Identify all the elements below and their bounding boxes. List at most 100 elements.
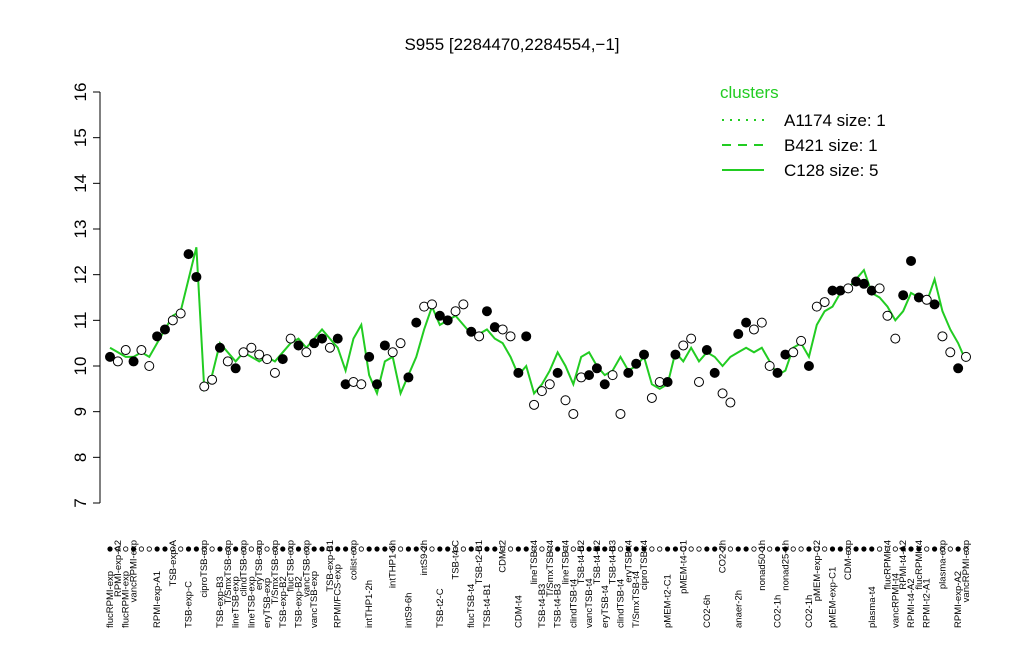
rug-point bbox=[460, 546, 466, 552]
data-point bbox=[411, 317, 422, 328]
data-point bbox=[607, 370, 618, 381]
data-point bbox=[670, 349, 681, 360]
rug-point bbox=[154, 546, 160, 552]
rug-point bbox=[240, 546, 247, 552]
data-point bbox=[262, 354, 273, 365]
data-point bbox=[293, 340, 304, 351]
rug-point bbox=[311, 546, 317, 552]
rug-point bbox=[358, 546, 364, 552]
x-tick-label: intTHP1-2h bbox=[364, 580, 375, 628]
x-tick-label: flucRPMI-t4 bbox=[914, 540, 925, 590]
x-tick-label: CDM-exp bbox=[843, 540, 854, 580]
rug-point bbox=[610, 546, 616, 552]
rug-point bbox=[429, 546, 435, 552]
rug-point bbox=[696, 546, 702, 552]
x-tick-label: TSB-t4-B3 bbox=[608, 540, 619, 584]
x-tick-label: vancRPMI-exp bbox=[961, 540, 972, 602]
data-point bbox=[819, 297, 830, 308]
x-tick-label: CO2-2h bbox=[718, 540, 729, 573]
data-point bbox=[246, 342, 257, 353]
data-point bbox=[843, 283, 854, 294]
data-point bbox=[882, 310, 893, 321]
rug-point bbox=[138, 546, 145, 552]
data-point bbox=[167, 315, 178, 326]
rug-point bbox=[735, 546, 741, 552]
data-point bbox=[474, 331, 485, 342]
data-point bbox=[222, 356, 233, 367]
rug-point bbox=[201, 546, 207, 552]
rug-point bbox=[955, 546, 961, 552]
rug-point bbox=[877, 546, 883, 552]
rug-point bbox=[633, 546, 639, 552]
rug-point bbox=[288, 546, 294, 552]
rug-point bbox=[743, 546, 749, 552]
data-point bbox=[890, 333, 901, 344]
x-tick-label: flucRPMI-t4 bbox=[882, 540, 893, 590]
data-point bbox=[772, 367, 783, 378]
rug-point bbox=[272, 546, 278, 552]
rug-point bbox=[327, 546, 333, 552]
data-point bbox=[497, 324, 508, 335]
data-point bbox=[128, 356, 139, 367]
y-tick-label: 7 bbox=[71, 498, 90, 507]
data-point bbox=[568, 408, 579, 419]
rug-point bbox=[374, 546, 380, 552]
rug-point bbox=[908, 546, 914, 552]
x-tick-label: flucRPMI-exp bbox=[105, 571, 116, 628]
rug-point bbox=[507, 546, 514, 552]
x-tick-label: vancRPMI-exp bbox=[129, 540, 140, 602]
x-tick-label: TSB-t4-B2 bbox=[576, 540, 587, 584]
rug-point bbox=[350, 546, 357, 552]
data-point bbox=[678, 340, 689, 351]
rug-point bbox=[704, 546, 710, 552]
rug-point bbox=[492, 546, 498, 552]
data-point bbox=[725, 397, 736, 408]
data-point bbox=[152, 331, 163, 342]
x-tick-label: TSB-exp-B1 bbox=[325, 540, 336, 592]
rug-point bbox=[924, 546, 930, 552]
data-point bbox=[898, 290, 909, 301]
x-tick-label: pMEM-t4-C1 bbox=[678, 540, 689, 594]
rug-point bbox=[185, 546, 192, 552]
data-point bbox=[364, 351, 375, 362]
y-tick-label: 10 bbox=[71, 357, 90, 376]
data-point bbox=[285, 333, 296, 344]
x-tick-label: flucRPMI-exp bbox=[121, 571, 132, 628]
x-tick-label: T/SmxTSB-t4 bbox=[631, 571, 642, 628]
x-tick-label: vancRPMI-t4 bbox=[890, 573, 901, 628]
data-point bbox=[466, 326, 477, 337]
data-point bbox=[183, 249, 194, 260]
data-point bbox=[709, 367, 720, 378]
rug-point bbox=[664, 546, 671, 552]
x-tick-label: TSB-t2-C bbox=[435, 588, 446, 628]
y-tick-label: 14 bbox=[71, 174, 90, 193]
rug-point bbox=[900, 546, 906, 552]
rug-point bbox=[390, 546, 396, 552]
data-point bbox=[796, 335, 807, 346]
rug-point bbox=[421, 546, 427, 552]
rug-point bbox=[892, 546, 898, 552]
rug-point bbox=[798, 546, 804, 552]
data-point bbox=[662, 376, 673, 387]
rug-point bbox=[303, 546, 309, 552]
data-point bbox=[159, 324, 170, 335]
data-point bbox=[426, 299, 437, 310]
data-point bbox=[733, 329, 744, 340]
x-tick-label: CO2-1h bbox=[804, 595, 815, 628]
data-point bbox=[521, 331, 532, 342]
x-tick-label: T/SmxTSB-exp bbox=[223, 540, 234, 604]
rug-point bbox=[547, 546, 553, 552]
x-tick-label: CO2-6h bbox=[702, 595, 713, 628]
rug-point bbox=[248, 546, 254, 552]
rug-point bbox=[869, 546, 875, 552]
x-tick-label: TSB-t4-B3 bbox=[537, 584, 548, 628]
data-point bbox=[921, 294, 932, 305]
x-tick-label: CO2-1h bbox=[773, 595, 784, 628]
rug-point bbox=[107, 546, 113, 552]
rug-point bbox=[845, 546, 851, 552]
rug-point bbox=[209, 546, 215, 552]
rug-point bbox=[853, 546, 859, 552]
rug-point bbox=[916, 546, 922, 552]
rug-point bbox=[413, 546, 419, 552]
